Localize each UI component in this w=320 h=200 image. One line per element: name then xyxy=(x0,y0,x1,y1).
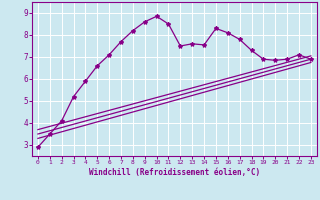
X-axis label: Windchill (Refroidissement éolien,°C): Windchill (Refroidissement éolien,°C) xyxy=(89,168,260,177)
